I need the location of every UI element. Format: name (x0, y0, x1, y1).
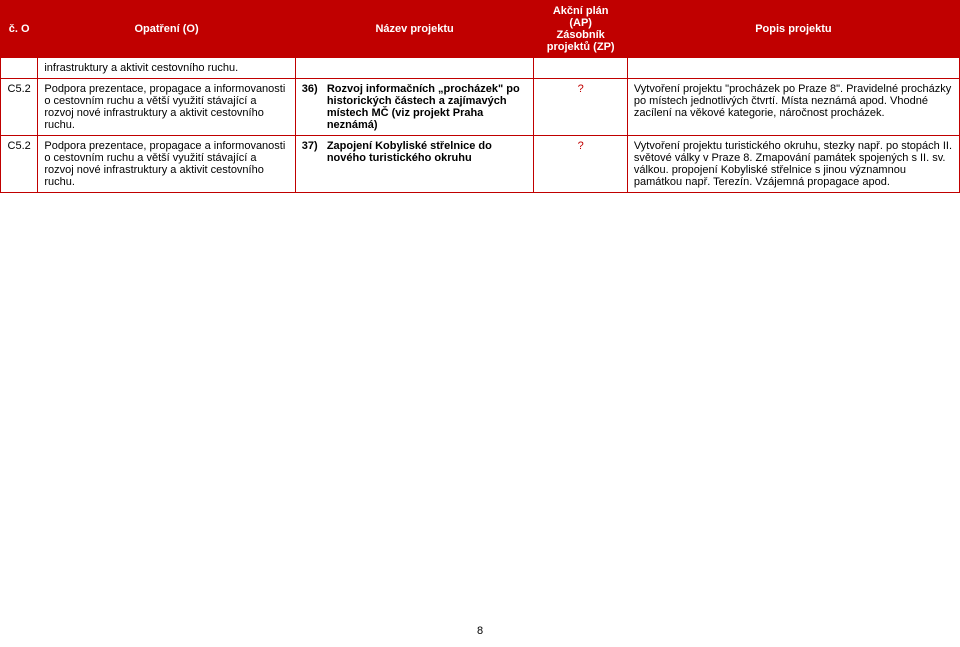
table-row: C5.2 Podpora prezentace, propagace a inf… (1, 136, 960, 193)
cell-op: Podpora prezentace, propagace a informov… (38, 79, 295, 136)
table-header: č. O Opatření (O) Název projektu Akční p… (1, 1, 960, 58)
cell-co: C5.2 (1, 79, 38, 136)
header-plan-line3: projektů (ZP) (540, 41, 620, 53)
project-title: Zapojení Kobyliské střelnice do nového t… (327, 140, 527, 164)
cell-desc: Vytvoření projektu turistického okruhu, … (627, 136, 959, 193)
cell-name: 36) Rozvoj informačních „procházek" po h… (295, 79, 534, 136)
cell-desc (627, 58, 959, 79)
cell-op: infrastruktury a aktivit cestovního ruch… (38, 58, 295, 79)
cell-desc: Vytvoření projektu "procházek po Praze 8… (627, 79, 959, 136)
header-plan-line1: Akční plán (AP) (540, 5, 620, 29)
cell-co: C5.2 (1, 136, 38, 193)
cell-name (295, 58, 534, 79)
cell-co (1, 58, 38, 79)
table-row: infrastruktury a aktivit cestovního ruch… (1, 58, 960, 79)
project-number: 37) (302, 140, 324, 152)
header-op: Opatření (O) (38, 1, 295, 58)
cell-plan: ? (534, 136, 627, 193)
cell-op: Podpora prezentace, propagace a informov… (38, 136, 295, 193)
cell-plan (534, 58, 627, 79)
table-row: C5.2 Podpora prezentace, propagace a inf… (1, 79, 960, 136)
header-plan: Akční plán (AP) Zásobník projektů (ZP) (534, 1, 627, 58)
header-plan-line2: Zásobník (540, 29, 620, 41)
measures-table: č. O Opatření (O) Název projektu Akční p… (0, 0, 960, 193)
page-container: č. O Opatření (O) Název projektu Akční p… (0, 0, 960, 647)
header-co: č. O (1, 1, 38, 58)
header-desc: Popis projektu (627, 1, 959, 58)
cell-plan: ? (534, 79, 627, 136)
cell-name: 37) Zapojení Kobyliské střelnice do nové… (295, 136, 534, 193)
header-name: Název projektu (295, 1, 534, 58)
table-body: infrastruktury a aktivit cestovního ruch… (1, 58, 960, 193)
project-number: 36) (302, 83, 324, 95)
page-number: 8 (0, 625, 960, 637)
project-title: Rozvoj informačních „procházek" po histo… (327, 83, 527, 131)
